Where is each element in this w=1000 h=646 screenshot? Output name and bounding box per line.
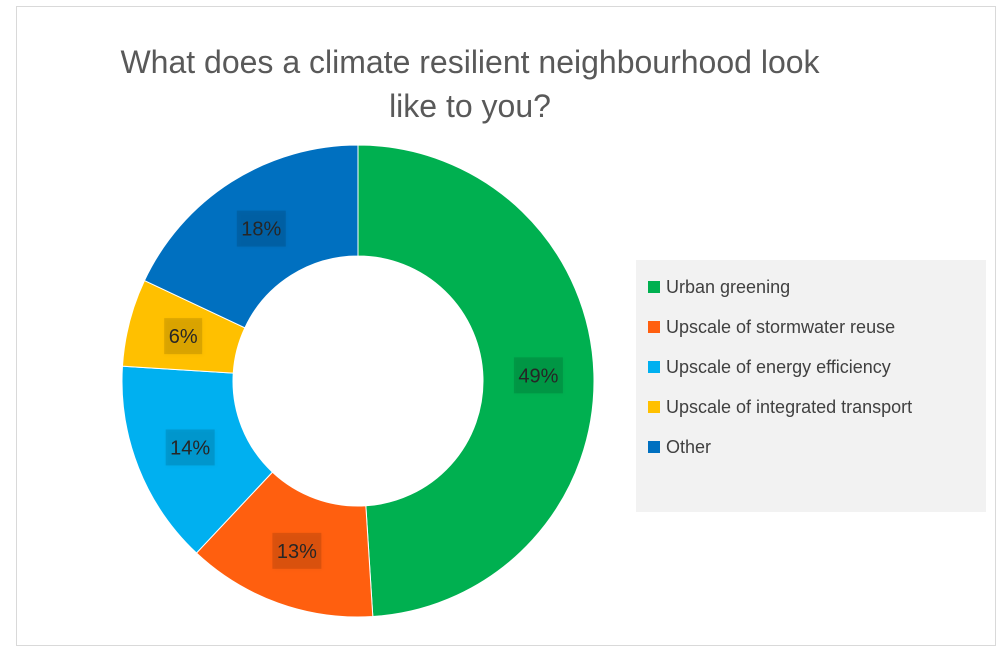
donut-slice-urban-greening [357,144,595,618]
data-label-upscale-of-stormwater-reuse: 13% [272,532,322,569]
legend-swatch [648,281,660,293]
chart-title: What does a climate resilient neighbourh… [120,40,820,128]
legend-item-other: Other [636,427,986,467]
legend-label: Urban greening [666,276,791,297]
legend-item-urban-greening: Urban greening [636,267,986,307]
data-label-text: 14% [170,437,210,459]
data-label-upscale-of-energy-efficiency: 14% [165,429,215,466]
legend-swatch [648,321,660,333]
legend-item-upscale-of-energy-efficiency: Upscale of energy efficiency [636,347,986,387]
data-label-urban-greening: 49% [513,357,563,394]
legend-swatch [648,401,660,413]
legend-label: Other [666,436,712,457]
legend-item-upscale-of-stormwater-reuse: Upscale of stormwater reuse [636,307,986,347]
legend-label: Upscale of integrated transport [666,396,913,417]
legend-swatch [648,441,660,453]
data-label-box [165,429,215,466]
chart-title-line-1: What does a climate resilient neighbourh… [120,44,820,80]
chart-legend: Urban greening Upscale of stormwater reus… [636,260,986,512]
legend-label: Upscale of stormwater reuse [666,316,896,337]
legend-label: Upscale of energy efficiency [666,356,891,377]
data-label-box [236,210,286,247]
chart-title-line-2: like to you? [389,88,551,124]
data-label-text: 18% [241,219,281,241]
donut-data-labels: 49% 13% 14% 6% 18% [164,210,563,569]
data-label-upscale-of-integrated-transport: 6% [164,318,203,355]
data-label-text: 6% [169,326,198,348]
data-label-text: 13% [277,541,317,563]
data-label-text: 49% [518,365,558,387]
data-label-box [513,357,563,394]
data-label-box [272,532,322,569]
donut-chart: 49% 13% 14% 6% 18% [121,144,595,618]
legend-item-upscale-of-integrated-transport: Upscale of integrated transport [636,387,986,427]
data-label-box [164,318,203,355]
legend-swatch [648,361,660,373]
data-label-other: 18% [236,210,286,247]
